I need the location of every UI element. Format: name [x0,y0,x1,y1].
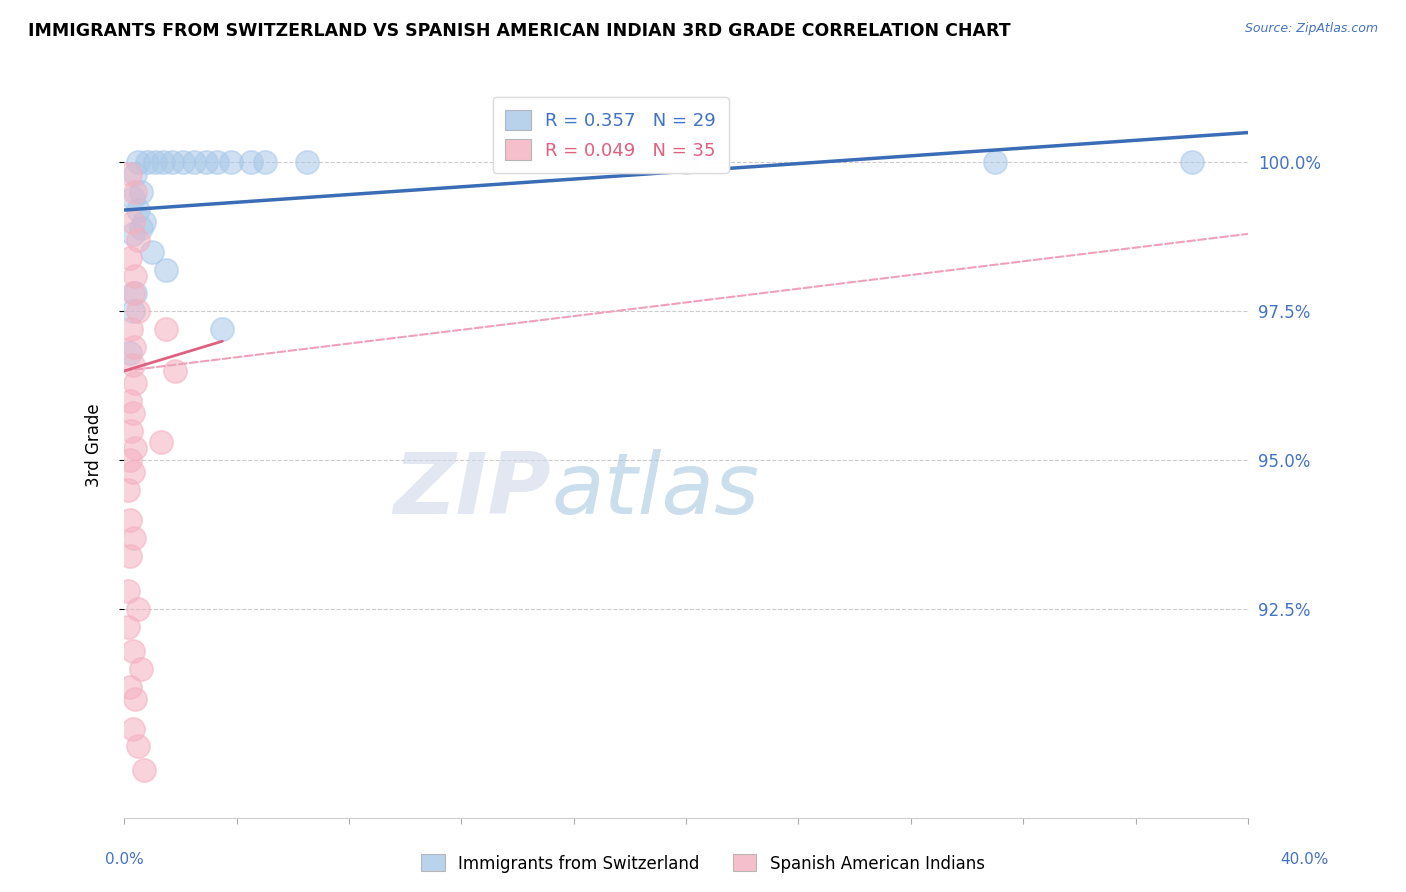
Text: IMMIGRANTS FROM SWITZERLAND VS SPANISH AMERICAN INDIAN 3RD GRADE CORRELATION CHA: IMMIGRANTS FROM SWITZERLAND VS SPANISH A… [28,22,1011,40]
Point [127,233,149,247]
Point [120,322,142,336]
Point [984,155,1007,169]
Point [121,644,143,658]
Point [120,424,142,438]
Point [117,620,139,634]
Point [121,406,143,420]
Point [121,722,143,736]
Point [132,215,155,229]
Point [211,322,233,336]
Point [124,167,146,181]
Point [675,155,697,169]
Point [1181,155,1204,169]
Point [118,680,141,694]
Point [132,764,155,778]
Point [127,602,149,616]
Text: 40.0%: 40.0% [1281,852,1329,867]
Point [172,155,194,169]
Point [117,483,139,497]
Legend: R = 0.357   N = 29, R = 0.049   N = 35: R = 0.357 N = 29, R = 0.049 N = 35 [492,97,728,173]
Point [149,435,172,450]
Text: 0.0%: 0.0% [105,852,145,867]
Point [118,549,141,563]
Point [121,215,143,229]
Point [121,286,143,301]
Point [121,358,143,372]
Point [239,155,262,169]
Point [127,202,149,217]
Point [155,262,177,277]
Point [121,227,143,241]
Point [118,346,141,360]
Point [219,155,242,169]
Point [127,155,149,169]
Point [205,155,228,169]
Point [129,662,152,676]
Point [127,304,149,318]
Point [122,340,145,354]
Point [152,155,174,169]
Point [124,376,146,390]
Point [118,513,141,527]
Point [160,155,183,169]
Point [124,442,146,456]
Point [124,268,146,283]
Point [117,584,139,599]
Point [163,364,186,378]
Y-axis label: 3rd Grade: 3rd Grade [86,404,103,487]
Point [253,155,276,169]
Point [295,155,318,169]
Point [124,286,146,301]
Point [121,191,143,205]
Point [129,221,152,235]
Point [118,393,141,408]
Point [118,167,141,181]
Point [122,531,145,545]
Text: Source: ZipAtlas.com: Source: ZipAtlas.com [1244,22,1378,36]
Point [121,304,143,318]
Point [141,244,163,259]
Text: atlas: atlas [551,449,759,532]
Point [183,155,205,169]
Point [129,185,152,199]
Point [127,739,149,754]
Legend: Immigrants from Switzerland, Spanish American Indians: Immigrants from Switzerland, Spanish Ame… [415,847,991,880]
Text: ZIP: ZIP [394,449,551,532]
Point [121,465,143,479]
Point [194,155,217,169]
Point [118,251,141,265]
Point [124,185,146,199]
Point [143,155,166,169]
Point [155,322,177,336]
Point [135,155,157,169]
Point [118,453,141,467]
Point [124,691,146,706]
